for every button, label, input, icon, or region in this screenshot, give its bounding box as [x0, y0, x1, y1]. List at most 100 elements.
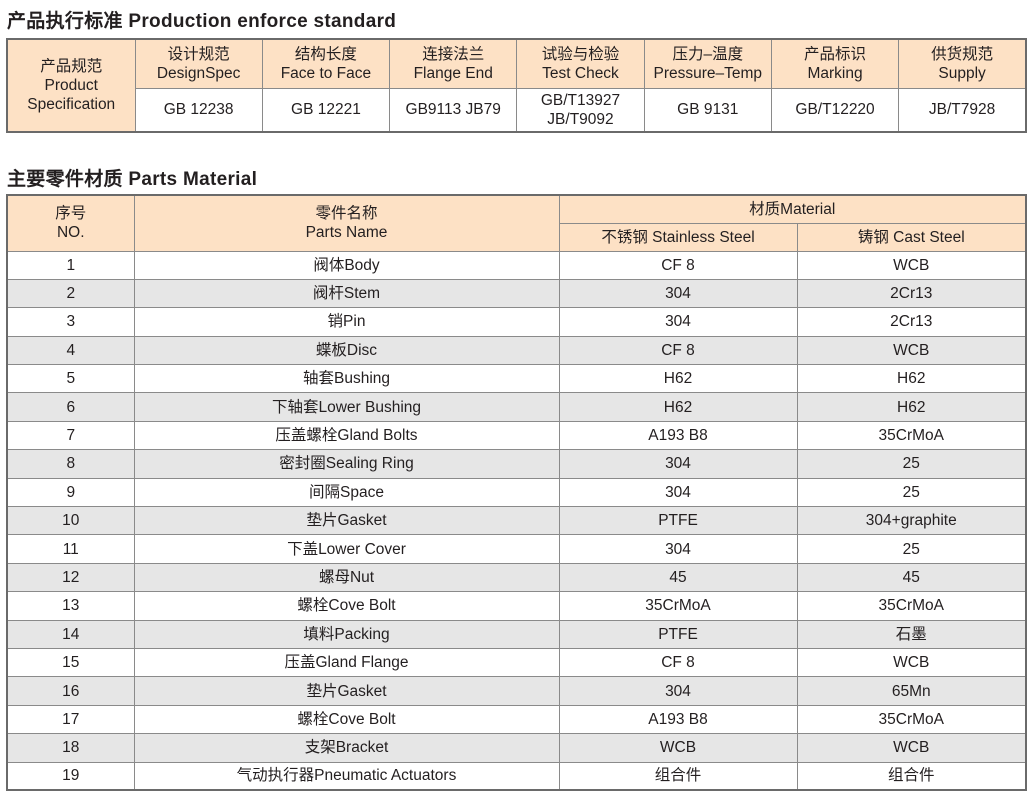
stainless-material-text: 组合件: [654, 767, 702, 785]
cast-material-text: H62: [897, 370, 926, 388]
cast-material-text: WCB: [893, 654, 930, 672]
standard-value-text: GB9113 JB79: [405, 101, 501, 119]
cast-material-text: WCB: [893, 341, 930, 359]
part-name-text: 下轴套Lower Bushing: [271, 398, 422, 416]
part-no-text: 12: [62, 568, 80, 586]
table-row: 3 销Pin 304 2Cr13: [6, 307, 1027, 337]
table-row: 13 螺栓Cove Bolt 35CrMoA 35CrMoA: [6, 591, 1027, 621]
row-header: 产品规范 Product Specification: [6, 38, 136, 133]
stainless-material-text: 304: [665, 483, 691, 501]
part-name-text: 支架Bracket: [304, 739, 389, 757]
part-name-text: 阀杆Stem: [312, 285, 381, 303]
standard-column-header-text: 试验与检验: [541, 45, 620, 63]
stainless-material: PTFE: [558, 619, 798, 649]
cast-material: 2Cr13: [796, 278, 1027, 309]
standard-column-header: 压力–温度 Pressure–Temp: [643, 38, 772, 89]
no-header: 序号 NO.: [6, 194, 135, 252]
part-name: 阀体Body: [133, 250, 560, 280]
stainless-material: 304: [558, 534, 798, 564]
part-no: 17: [6, 704, 135, 735]
part-no-text: 14: [62, 625, 80, 643]
stainless-material: A193 B8: [558, 704, 798, 735]
part-no: 5: [6, 364, 135, 394]
part-no: 6: [6, 392, 135, 422]
table-row: 8 密封圈Sealing Ring 304 25: [6, 449, 1027, 479]
part-no-text: 11: [62, 540, 79, 558]
standard-value-text: JB/T9092: [547, 110, 614, 128]
standard-column-header: 供货规范 Supply: [898, 38, 1027, 89]
part-name-text: 填料Packing: [303, 625, 390, 643]
stainless-material-text: 304: [665, 313, 691, 331]
part-no-text: 9: [66, 483, 76, 501]
part-name-text: 垫片Gasket: [306, 512, 387, 530]
cast-header-text: 铸钢 Cast Steel: [857, 228, 965, 246]
part-no-text: 2: [66, 285, 76, 303]
part-no-text: 16: [62, 682, 80, 700]
table-row: 18 支架Bracket WCB WCB: [6, 733, 1027, 763]
cast-material-text: 组合件: [887, 767, 935, 785]
cast-material-text: H62: [897, 398, 926, 416]
no-header-text: 序号: [55, 205, 87, 223]
part-name-text: 密封圈Sealing Ring: [279, 455, 414, 473]
part-no: 1: [6, 250, 135, 280]
part-no: 19: [6, 761, 135, 791]
part-no-text: 10: [62, 512, 80, 530]
stainless-material: WCB: [558, 733, 798, 763]
part-no: 18: [6, 733, 135, 763]
part-name: 螺栓Cove Bolt: [133, 591, 560, 621]
stainless-material: CF 8: [558, 335, 798, 366]
cast-material-text: 2Cr13: [890, 313, 933, 331]
part-name: 下盖Lower Cover: [133, 534, 560, 564]
stainless-material-text: CF 8: [661, 341, 695, 359]
part-name-text: 间隔Space: [309, 483, 384, 501]
part-no: 11: [6, 534, 135, 564]
part-name-text: 垫片Gasket: [306, 682, 387, 700]
cast-material: 65Mn: [796, 676, 1027, 706]
cast-material: H62: [796, 364, 1027, 394]
part-name-text: 轴套Bushing: [302, 370, 390, 388]
part-name-text: 螺母Nut: [318, 568, 375, 586]
name-header-text: 零件名称: [315, 205, 378, 223]
table-row: 17 螺栓Cove Bolt A193 B8 35CrMoA: [6, 704, 1027, 735]
standard-column-header: 连接法兰 Flange End: [389, 38, 518, 89]
stainless-material-text: H62: [663, 370, 693, 388]
cast-material: WCB: [796, 335, 1027, 366]
cast-material: WCB: [796, 733, 1027, 763]
part-no: 16: [6, 676, 135, 706]
part-no-text: 7: [66, 427, 76, 445]
part-no: 3: [6, 307, 135, 337]
cast-header: 铸钢 Cast Steel: [796, 222, 1027, 252]
part-no: 8: [6, 449, 135, 479]
name-header-text: Parts Name: [305, 224, 388, 242]
stainless-material-text: 35CrMoA: [645, 597, 711, 615]
stainless-material-text: WCB: [659, 739, 697, 757]
part-no-text: 6: [66, 398, 76, 416]
stainless-material-text: A193 B8: [648, 710, 708, 728]
part-no: 2: [6, 278, 135, 309]
part-no-text: 19: [62, 767, 80, 785]
standard-value: GB 9131: [643, 87, 772, 133]
stainless-material-text: 304: [665, 455, 691, 473]
cast-material: 304+graphite: [796, 506, 1027, 536]
stainless-material: 304: [558, 307, 798, 337]
stainless-material-text: 304: [665, 540, 691, 558]
part-no-text: 4: [66, 341, 76, 359]
standard-column-header-text: 压力–温度: [672, 45, 744, 63]
material-header: 材质Material: [558, 194, 1027, 224]
cast-material-text: 25: [902, 483, 920, 501]
no-header-text: NO.: [56, 224, 85, 242]
standard-value-text: GB 9131: [677, 101, 739, 119]
cast-material: 35CrMoA: [796, 704, 1027, 735]
cast-material-text: 45: [902, 568, 920, 586]
part-no-text: 18: [62, 739, 80, 757]
part-no-text: 3: [66, 313, 76, 331]
part-name-text: 蝶板Disc: [315, 341, 378, 359]
name-header: 零件名称 Parts Name: [133, 194, 560, 252]
part-name: 垫片Gasket: [133, 676, 560, 706]
cast-material: 组合件: [796, 761, 1027, 791]
stainless-material: 45: [558, 562, 798, 593]
part-name: 下轴套Lower Bushing: [133, 392, 560, 422]
stainless-header: 不锈钢 Stainless Steel: [558, 222, 798, 252]
standard-value-text: GB/T13927: [540, 91, 621, 109]
standard-title: 产品执行标准 Production enforce standard: [7, 11, 397, 32]
